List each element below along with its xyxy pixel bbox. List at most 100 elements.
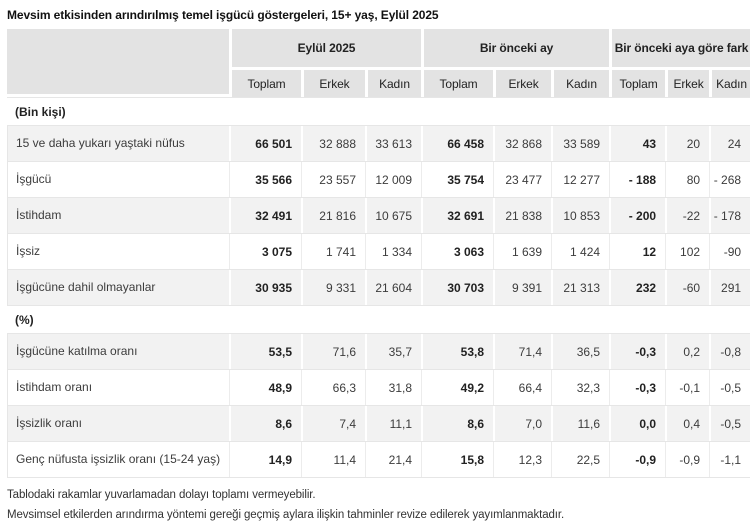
cell-value: 71,6 (301, 334, 365, 370)
cell-value: 8,6 (229, 406, 301, 442)
page-title: Mevsim etkisinden arındırılmış temel işg… (7, 8, 439, 22)
cell-value: 102 (665, 234, 710, 270)
cell-value: 3 063 (421, 234, 494, 270)
row-label: İşsiz (7, 234, 229, 270)
row-label-column-header (7, 29, 229, 97)
section-heading: (Bin kişi) (7, 97, 750, 126)
cell-value: 7,0 (493, 406, 552, 442)
sub-column-header: Erkek (493, 70, 552, 97)
cell-value: 1 424 (551, 234, 610, 270)
cell-value: 9 331 (301, 270, 365, 306)
cell-value: 20 (665, 126, 710, 162)
table-row: İşgücüne dahil olmayanlar 30 935 9 331 21 6… (7, 270, 750, 306)
cell-value: 66,3 (301, 370, 365, 406)
row-label: İstihdam oranı (7, 370, 229, 406)
cell-value: 21 816 (301, 198, 365, 234)
cell-value: - 188 (609, 162, 666, 198)
cell-value: 12 (609, 234, 666, 270)
cell-value: 11,6 (551, 406, 610, 442)
cell-value: 35,7 (365, 334, 422, 370)
cell-value: -0,9 (665, 442, 710, 478)
cell-value: 35 566 (229, 162, 301, 198)
cell-value: 32 868 (493, 126, 552, 162)
table-row: İstihdam oranı 48,9 66,3 31,8 49,2 66,4 32,3 -0… (7, 370, 750, 406)
cell-value: 21 313 (551, 270, 610, 306)
sub-column-header: Kadın (709, 70, 750, 97)
footnote-rounding: Tablodaki rakamlar yuvarlamadan dolayı t… (7, 489, 316, 501)
table-header: Eylül 2025 Bir önceki ay Bir önceki aya gö… (7, 29, 750, 97)
cell-value: 33 589 (551, 126, 610, 162)
table-row: İşgücü 35 566 23 557 12 009 35 754 23 477 12 2… (7, 162, 750, 198)
cell-value: 8,6 (421, 406, 494, 442)
sub-column-header: Toplam (609, 70, 666, 97)
cell-value: -0,1 (665, 370, 710, 406)
section-heading: (%) (7, 306, 750, 334)
cell-value: 66,4 (493, 370, 552, 406)
sub-column-header: Kadın (551, 70, 610, 97)
cell-value: 23 557 (301, 162, 365, 198)
row-label: 15 ve daha yukarı yaştaki nüfus (7, 126, 229, 162)
cell-value: -1,1 (709, 442, 750, 478)
table-row: Genç nüfusta işsizlik oranı (15-24 yaş) 1… (7, 442, 750, 478)
sub-column-header: Erkek (301, 70, 365, 97)
cell-value: 11,4 (301, 442, 365, 478)
cell-value: 53,8 (421, 334, 494, 370)
cell-value: 3 075 (229, 234, 301, 270)
table-row: 15 ve daha yukarı yaştaki nüfus 66 501 32 … (7, 126, 750, 162)
table-row: İşsiz 3 075 1 741 1 334 3 063 1 639 1 424 12 102… (7, 234, 750, 270)
cell-value: 66 458 (421, 126, 494, 162)
cell-value: - 178 (709, 198, 750, 234)
cell-value: 48,9 (229, 370, 301, 406)
cell-value: -0,3 (609, 334, 666, 370)
row-label: Genç nüfusta işsizlik oranı (15-24 yaş) (7, 442, 229, 478)
cell-value: 12 009 (365, 162, 422, 198)
cell-value: - 200 (609, 198, 666, 234)
table-row: İşgücüne katılma oranı 53,5 71,6 35,7 53,8 71… (7, 334, 750, 370)
cell-value: -0,3 (609, 370, 666, 406)
cell-value: 21 604 (365, 270, 422, 306)
cell-value: 35 754 (421, 162, 494, 198)
cell-value: 21 838 (493, 198, 552, 234)
cell-value: 31,8 (365, 370, 422, 406)
cell-value: 30 935 (229, 270, 301, 306)
cell-value: 1 741 (301, 234, 365, 270)
footnote-revision: Mevsimsel etkilerden arındırma yöntemi g… (7, 509, 565, 521)
cell-value: 66 501 (229, 126, 301, 162)
cell-value: 10 675 (365, 198, 422, 234)
cell-value: -0,9 (609, 442, 666, 478)
sub-column-header: Erkek (665, 70, 710, 97)
cell-value: 23 477 (493, 162, 552, 198)
cell-value: 32 888 (301, 126, 365, 162)
cell-value: 33 613 (365, 126, 422, 162)
cell-value: -0,8 (709, 334, 750, 370)
row-label: İşgücüne katılma oranı (7, 334, 229, 370)
cell-value: 14,9 (229, 442, 301, 478)
cell-value: 0,4 (665, 406, 710, 442)
cell-value: 36,5 (551, 334, 610, 370)
column-group-header: Eylül 2025 (229, 29, 422, 70)
cell-value: 0,0 (609, 406, 666, 442)
cell-value: -0,5 (709, 370, 750, 406)
cell-value: 1 334 (365, 234, 422, 270)
cell-value: 80 (665, 162, 710, 198)
cell-value: -60 (665, 270, 710, 306)
cell-value: 12,3 (493, 442, 552, 478)
cell-value: 15,8 (421, 442, 494, 478)
sub-column-header: Kadın (365, 70, 422, 97)
row-label: İşgücüne dahil olmayanlar (7, 270, 229, 306)
cell-value: 7,4 (301, 406, 365, 442)
cell-value: 71,4 (493, 334, 552, 370)
row-label: İşsizlik oranı (7, 406, 229, 442)
cell-value: 1 639 (493, 234, 552, 270)
row-label: İstihdam (7, 198, 229, 234)
footnotes: Tablodaki rakamlar yuvarlamadan dolayı t… (7, 489, 750, 521)
column-group-header: Bir önceki ay (421, 29, 610, 70)
labour-force-table: Eylül 2025 Bir önceki ay Bir önceki aya gö… (7, 29, 750, 478)
row-label: İşgücü (7, 162, 229, 198)
table-row: İşsizlik oranı 8,6 7,4 11,1 8,6 7,0 11,6 0,0 0,4… (7, 406, 750, 442)
cell-value: 0,2 (665, 334, 710, 370)
cell-value: 291 (709, 270, 750, 306)
cell-value: 30 703 (421, 270, 494, 306)
cell-value: 232 (609, 270, 666, 306)
cell-value: 43 (609, 126, 666, 162)
